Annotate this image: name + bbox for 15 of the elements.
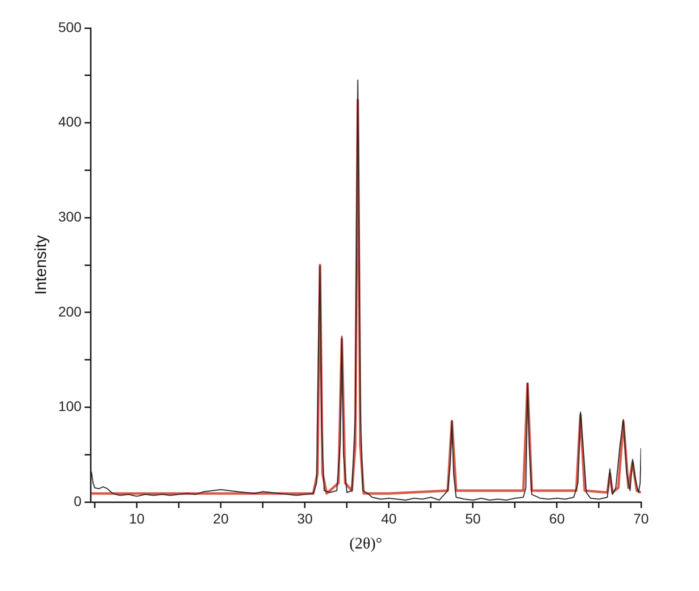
x-tick-label: 40 — [381, 510, 397, 526]
y-tick-label: 400 — [58, 114, 82, 130]
x-axis-title: (2θ)° — [349, 536, 382, 553]
y-tick-label: 0 — [74, 492, 82, 509]
x-tick-label: 70 — [633, 510, 649, 526]
y-tick-label: 200 — [58, 303, 82, 320]
x-tick-label: 20 — [213, 510, 229, 526]
x-tick-label: 30 — [297, 510, 313, 526]
y-axis-title: Intensity — [33, 235, 50, 295]
y-tick-label: 100 — [58, 398, 82, 414]
x-tick-label: 10 — [128, 510, 145, 526]
x-tick-label: 50 — [465, 510, 481, 526]
y-tick-label: 300 — [58, 208, 82, 224]
y-tick-label: 500 — [58, 18, 82, 35]
x-tick-label: 60 — [549, 510, 565, 526]
